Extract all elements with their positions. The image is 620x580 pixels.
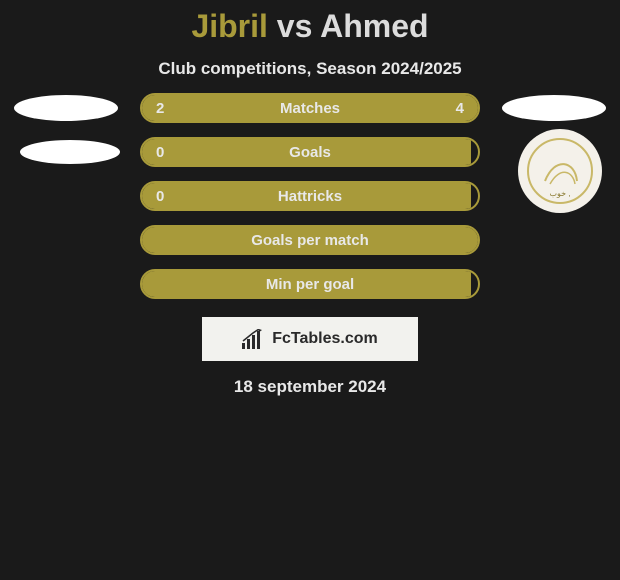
subtitle: Club competitions, Season 2024/2025 (0, 59, 620, 79)
stat-pill-hattricks: 0 Hattricks (140, 181, 480, 211)
left-badge-0 (14, 95, 126, 121)
compare-row-gpm: Goals per match (0, 225, 620, 255)
stat-pill-goals: 0 Goals (140, 137, 480, 167)
title-player2: Ahmed (320, 8, 428, 44)
stat-left-val: 0 (156, 144, 164, 161)
stat-label: Goals per match (251, 232, 369, 249)
stat-right-val: 4 (456, 100, 464, 117)
compare-row-goals: 0 Goals خوب , (0, 137, 620, 167)
stat-label: Hattricks (278, 188, 342, 205)
stat-left-val: 0 (156, 188, 164, 205)
stat-label: Matches (280, 100, 340, 117)
stat-pill-matches: 2 Matches 4 (140, 93, 480, 123)
compare-row-matches: 2 Matches 4 (0, 93, 620, 123)
stat-label: Min per goal (266, 276, 354, 293)
title-vs: vs (277, 8, 313, 44)
right-badge-0 (494, 95, 606, 121)
left-ellipse-small-icon (20, 140, 120, 164)
stat-pill-mpg: Min per goal (140, 269, 480, 299)
club-logo-svg-icon: خوب , (525, 136, 595, 206)
right-badge-1: خوب , (494, 137, 606, 167)
svg-text:خوب ,: خوب , (549, 189, 570, 198)
stat-label: Goals (289, 144, 331, 161)
fctables-text: FcTables.com (272, 330, 378, 348)
bar-chart-icon (242, 329, 266, 349)
fctables-badge: FcTables.com (202, 317, 418, 361)
left-badge-1 (14, 140, 126, 164)
club-logo-icon: خوب , (518, 129, 602, 213)
right-ellipse-icon (502, 95, 606, 121)
compare-row-mpg: Min per goal (0, 269, 620, 299)
page-title: Jibril vs Ahmed (0, 0, 620, 45)
stat-left-val: 2 (156, 100, 164, 117)
title-player1: Jibril (191, 8, 267, 44)
date-text: 18 september 2024 (0, 377, 620, 397)
left-ellipse-icon (14, 95, 118, 121)
stat-pill-gpm: Goals per match (140, 225, 480, 255)
